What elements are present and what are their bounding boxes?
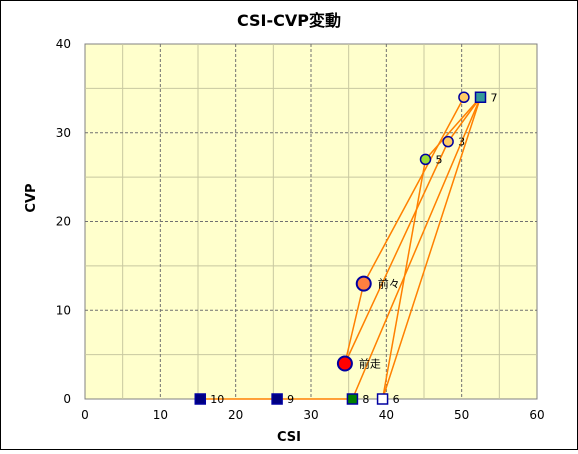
x-tick-label: 0 <box>81 408 89 422</box>
grid-lines <box>85 44 537 399</box>
connector-line <box>424 96 482 160</box>
point-label: 7 <box>491 91 498 104</box>
point-label: 6 <box>393 393 400 406</box>
point-marker <box>376 393 389 405</box>
connector-line <box>381 97 482 400</box>
connector-line <box>344 283 365 364</box>
x-tick-label: 30 <box>303 408 318 422</box>
y-tick-label: 20 <box>56 215 71 229</box>
y-tick-label: 40 <box>56 37 71 51</box>
connector-line <box>447 96 482 143</box>
point-labels: 前走 前々 3 5 6 7 8 9 10 <box>210 91 497 406</box>
point-marker <box>474 91 487 103</box>
point-marker <box>346 393 359 405</box>
connector-lines <box>200 96 482 400</box>
x-tick-label: 20 <box>228 408 243 422</box>
point-label: 10 <box>210 393 224 406</box>
x-tick-label: 40 <box>379 408 394 422</box>
point-label: 3 <box>458 136 465 149</box>
connector-line <box>344 141 449 364</box>
point-label: 前走 <box>359 357 381 371</box>
connector-line <box>363 96 465 284</box>
point-marker <box>458 91 470 103</box>
point-marker <box>194 393 207 405</box>
point-label: 9 <box>287 393 294 406</box>
point-marker <box>271 393 283 405</box>
y-tick-label: 30 <box>56 126 71 140</box>
point-marker <box>419 153 432 166</box>
y-tick-label: 0 <box>63 392 71 406</box>
x-tick-label: 10 <box>153 408 168 422</box>
y-tick-label: 10 <box>56 303 71 317</box>
y-axis-label: CVP <box>24 183 39 212</box>
x-tick-label: 60 <box>529 408 544 422</box>
point-marker <box>355 275 372 292</box>
x-axis-label: CSI <box>277 430 301 445</box>
point-marker <box>336 355 353 372</box>
point-label: 8 <box>362 393 369 406</box>
point-label: 5 <box>436 153 443 166</box>
point-marker <box>442 135 454 148</box>
data-points <box>194 91 487 405</box>
y-tick-labels: 0 10 20 30 40 <box>56 37 71 406</box>
chart-title: CSI-CVP変動 <box>237 11 341 30</box>
point-label: 前々 <box>378 277 400 291</box>
x-tick-labels: 0 10 20 30 40 50 60 <box>81 408 544 422</box>
x-tick-label: 50 <box>454 408 469 422</box>
connector-line <box>351 96 482 400</box>
